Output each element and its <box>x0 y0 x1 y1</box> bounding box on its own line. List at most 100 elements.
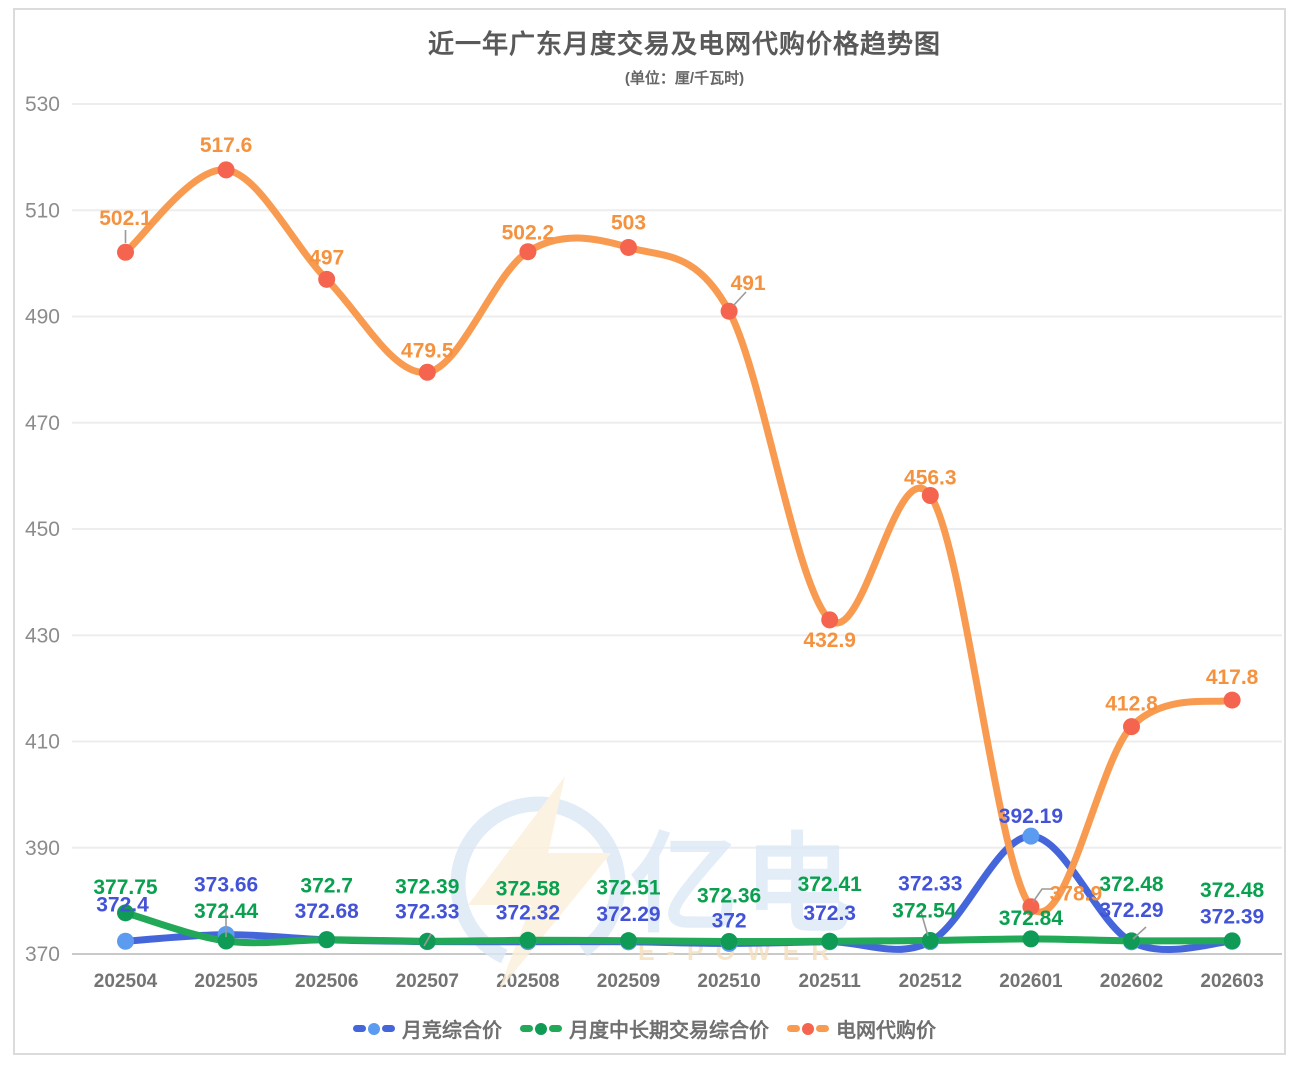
data-point-marker[interactable] <box>519 243 537 261</box>
data-point-label: 372.48 <box>1200 879 1265 902</box>
data-point-label: 372.44 <box>194 900 259 923</box>
data-point-label: 372.7 <box>300 875 353 898</box>
x-axis-label: 202506 <box>295 971 358 992</box>
legend-line-dot-icon <box>353 1022 395 1035</box>
data-point-label: 503 <box>611 211 646 234</box>
data-point-label: 372.54 <box>892 900 957 923</box>
y-axis-label: 510 <box>25 199 60 222</box>
y-axis-label: 430 <box>25 624 60 647</box>
y-axis-label: 370 <box>25 943 60 966</box>
data-point-marker[interactable] <box>921 487 939 505</box>
data-point-label: 479.5 <box>401 339 454 362</box>
watermark-lightning-icon <box>468 776 611 992</box>
data-point-marker[interactable] <box>217 161 235 179</box>
data-point-marker[interactable] <box>318 270 336 288</box>
data-point-marker[interactable] <box>117 243 134 261</box>
data-point-marker[interactable] <box>1223 691 1241 709</box>
y-axis-label: 410 <box>25 731 60 754</box>
label-leader-line <box>1132 926 1147 940</box>
data-point-marker[interactable] <box>519 931 537 949</box>
data-point-label: 491 <box>731 272 766 295</box>
data-point-label: 502.1 <box>99 207 152 230</box>
x-axis-label: 202512 <box>899 971 962 992</box>
x-axis-label: 202508 <box>496 971 559 992</box>
data-point-label: 372.29 <box>1099 899 1163 922</box>
data-point-label: 372.32 <box>496 902 560 925</box>
data-point-label: 372.33 <box>395 901 459 924</box>
data-point-label: 372.39 <box>1200 905 1264 928</box>
data-point-label: 372.51 <box>596 877 661 900</box>
data-point-marker[interactable] <box>418 363 436 381</box>
legend-item-0[interactable]: 月竞综合价 <box>353 1014 502 1043</box>
x-axis-label: 202601 <box>999 971 1063 992</box>
data-point-label: 372.29 <box>596 903 660 926</box>
data-point-label: 372.4 <box>96 893 149 916</box>
watermark-logo-text: 亿电 <box>630 824 858 945</box>
data-point-marker[interactable] <box>720 932 738 950</box>
data-point-marker[interactable] <box>620 238 637 256</box>
label-leader-line <box>423 933 432 947</box>
chart-title: 近一年广东月度交易及电网代购价格趋势图 <box>427 29 941 59</box>
data-point-marker[interactable] <box>821 611 839 629</box>
x-axis-label: 202603 <box>1200 971 1263 992</box>
data-point-label: 377.75 <box>93 876 158 899</box>
data-point-label: 372.3 <box>803 902 856 925</box>
data-point-label: 372.58 <box>496 877 561 900</box>
x-axis-label: 202509 <box>597 971 660 992</box>
data-point-marker[interactable] <box>318 931 336 949</box>
data-point-label: 432.9 <box>803 629 856 652</box>
y-axis-label: 470 <box>25 412 60 435</box>
data-point-marker[interactable] <box>117 904 134 922</box>
data-point-marker[interactable] <box>921 932 939 950</box>
data-point-marker[interactable] <box>1223 932 1241 950</box>
legend: 月竞综合价 月度中长期交易综合价 电网代购价 <box>0 1014 1289 1043</box>
data-point-marker[interactable] <box>821 932 839 950</box>
data-point-label: 412.8 <box>1105 693 1158 716</box>
series-line-2 <box>122 166 1236 916</box>
data-point-marker[interactable] <box>1022 930 1040 948</box>
x-axis-label: 202504 <box>94 971 158 992</box>
legend-label: 月度中长期交易综合价 <box>569 1020 769 1042</box>
data-point-marker[interactable] <box>1022 827 1040 845</box>
data-point-label: 372.84 <box>999 907 1064 930</box>
y-axis-label: 490 <box>25 306 60 329</box>
data-point-label: 502.2 <box>502 222 555 245</box>
data-point-label: 372.33 <box>898 873 962 896</box>
data-point-marker[interactable] <box>1022 898 1040 916</box>
data-point-marker[interactable] <box>620 932 637 950</box>
x-axis-label: 202505 <box>194 971 258 992</box>
label-leader-line <box>732 291 747 307</box>
series-line-1 <box>122 909 1236 947</box>
watermark: 亿电E-POWER <box>450 776 858 992</box>
label-leader-line <box>920 911 929 937</box>
x-axis-label: 202510 <box>697 971 760 992</box>
data-point-label: 456.3 <box>904 467 957 490</box>
data-point-label: 373.66 <box>194 874 258 897</box>
chart-subtitle: (单位：厘/千瓦时) <box>624 70 745 87</box>
y-axis-label: 530 <box>25 93 60 116</box>
data-point-label: 372.36 <box>697 884 761 907</box>
legend-item-1[interactable]: 月度中长期交易综合价 <box>520 1014 769 1043</box>
legend-line-dot-icon <box>520 1022 562 1035</box>
data-point-marker[interactable] <box>1123 718 1140 736</box>
watermark-logo-ring <box>450 796 626 972</box>
x-axis-label: 202507 <box>396 971 459 992</box>
data-point-marker[interactable] <box>117 932 134 950</box>
data-point-label: 517.6 <box>200 134 253 157</box>
data-point-label: 372.41 <box>798 873 863 896</box>
data-point-label: 497 <box>309 246 344 269</box>
legend-item-2[interactable]: 电网代购价 <box>787 1014 936 1043</box>
y-axis-label: 390 <box>25 837 60 860</box>
data-point-marker[interactable] <box>217 932 235 950</box>
data-point-marker[interactable] <box>720 302 738 320</box>
title-block: 近一年广东月度交易及电网代购价格趋势图 (单位：厘/千瓦时) <box>90 24 1279 88</box>
legend-line-dot-icon <box>787 1022 829 1035</box>
data-point-label: 372 <box>712 909 747 932</box>
data-point-label: 417.8 <box>1206 666 1259 689</box>
legend-label: 月竞综合价 <box>402 1020 502 1042</box>
x-axis-label: 202602 <box>1100 971 1163 992</box>
data-point-label: 378.9 <box>1050 883 1103 906</box>
data-point-label: 392.19 <box>999 805 1063 828</box>
